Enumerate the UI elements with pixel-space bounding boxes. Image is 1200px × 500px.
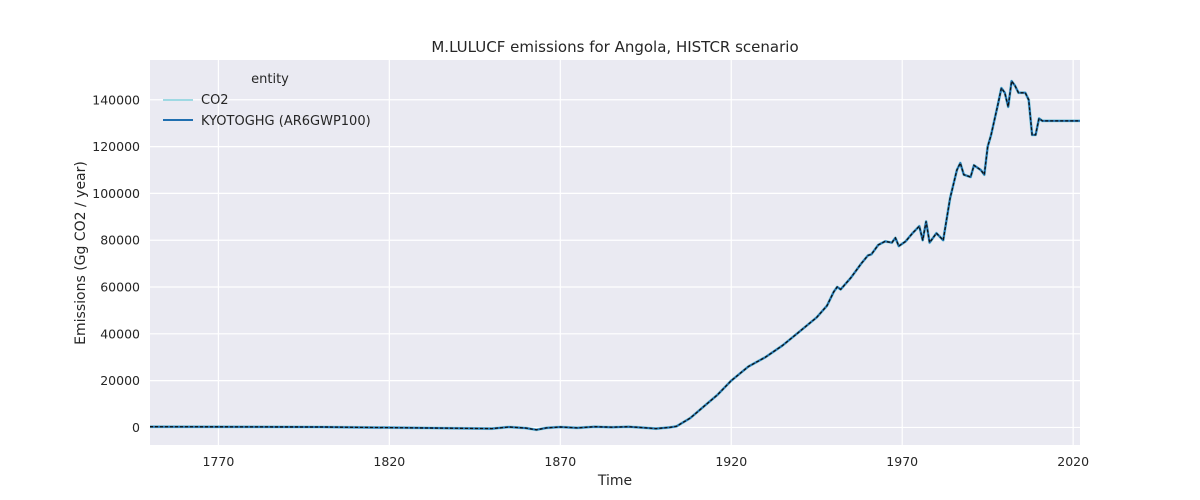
x-tick-label-1970: 1970 (886, 454, 918, 469)
y-tick-label-20000: 20000 (100, 373, 140, 388)
y-tick-label-0: 0 (132, 420, 140, 435)
legend-title: entity (251, 72, 289, 87)
legend: entity CO2 KYOTOGHG (AR6GWP100) (163, 72, 371, 129)
x-tick-label-1870: 1870 (544, 454, 576, 469)
y-tick-label-100000: 100000 (92, 186, 140, 201)
x-axis-ticks: 1770 1820 1870 1920 1970 2020 (202, 454, 1089, 469)
legend-label-co2: CO2 (201, 93, 229, 108)
x-tick-label-1820: 1820 (373, 454, 405, 469)
chart-title: M.LULUCF emissions for Angola, HISTCR sc… (431, 38, 798, 56)
x-tick-label-1920: 1920 (715, 454, 747, 469)
y-tick-label-140000: 140000 (92, 92, 140, 107)
x-tick-label-2020: 2020 (1057, 454, 1089, 469)
x-axis-label: Time (597, 473, 632, 489)
legend-label-kyotoghg: KYOTOGHG (AR6GWP100) (201, 114, 371, 129)
y-tick-label-40000: 40000 (100, 326, 140, 341)
y-axis-ticks: 0 20000 40000 60000 80000 100000 120000 140000 (92, 92, 140, 435)
x-tick-label-1770: 1770 (202, 454, 234, 469)
series-line-overlay-dashed (149, 79, 1080, 431)
series-layer (149, 79, 1080, 432)
y-tick-label-60000: 60000 (100, 280, 140, 295)
grid-lines (150, 60, 1080, 445)
y-tick-label-120000: 120000 (92, 139, 140, 154)
y-tick-label-80000: 80000 (100, 233, 140, 248)
y-axis-label: Emissions (Gg CO2 / year) (73, 161, 89, 345)
